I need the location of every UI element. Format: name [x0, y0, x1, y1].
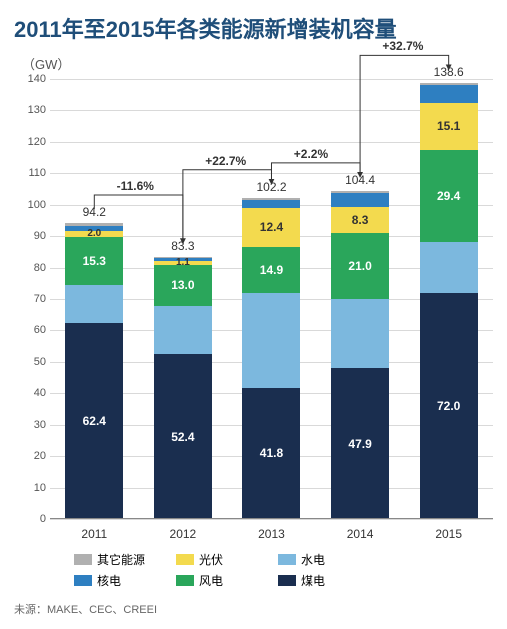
bar-segment-hydro: [331, 299, 389, 368]
bar-segment-nuclear: [242, 200, 300, 208]
x-tick-label: 2014: [331, 527, 389, 541]
bar-segment-coal: 47.9: [331, 368, 389, 519]
y-tick-label: 0: [16, 513, 46, 525]
growth-annotation: +22.7%: [205, 154, 246, 168]
bar-segment-hydro: [65, 285, 123, 323]
y-axis-label: （GW）: [22, 54, 493, 73]
growth-annotation: +32.7%: [382, 39, 423, 53]
y-tick-label: 80: [16, 262, 46, 274]
legend-swatch: [176, 575, 194, 586]
legend-item-hydro: 水电: [278, 551, 364, 568]
y-tick-label: 130: [16, 104, 46, 116]
bar-segment-hydro: [242, 293, 300, 387]
legend-swatch: [278, 575, 296, 586]
bar-segment-solar: 12.4: [242, 208, 300, 247]
bar-segment-wind: 15.3: [65, 237, 123, 285]
bar-segment-wind: 13.0: [154, 265, 212, 306]
bar-segment-coal: 52.4: [154, 354, 212, 519]
y-tick-label: 110: [16, 167, 46, 179]
legend-swatch: [176, 554, 194, 565]
legend-item-other: 其它能源: [74, 551, 160, 568]
y-tick-label: 100: [16, 199, 46, 211]
legend-item-coal: 煤电: [278, 572, 364, 589]
growth-annotation: +2.2%: [294, 147, 328, 161]
bar-segment-wind: 14.9: [242, 247, 300, 294]
y-tick-label: 10: [16, 482, 46, 494]
bar-total-label: 102.2: [256, 180, 286, 194]
x-tick-label: 2012: [154, 527, 212, 541]
gridline: [50, 519, 493, 520]
y-tick-label: 120: [16, 136, 46, 148]
legend-label: 光伏: [199, 551, 223, 568]
bar-total-label: 94.2: [83, 205, 106, 219]
y-tick-label: 60: [16, 324, 46, 336]
y-tick-label: 20: [16, 450, 46, 462]
legend-label: 其它能源: [97, 551, 145, 568]
x-tick-label: 2013: [242, 527, 300, 541]
legend-item-nuclear: 核电: [74, 572, 160, 589]
bar-segment-nuclear: [331, 193, 389, 207]
bar-column: 41.814.912.4102.2: [242, 198, 300, 519]
legend-label: 水电: [301, 551, 325, 568]
legend-item-solar: 光伏: [176, 551, 262, 568]
bar-column: 52.413.01.183.3: [154, 257, 212, 519]
bar-segment-nuclear: [420, 85, 478, 102]
y-tick-label: 40: [16, 387, 46, 399]
y-tick-label: 70: [16, 293, 46, 305]
legend-label: 核电: [97, 572, 121, 589]
bar-segment-solar: 15.1: [420, 103, 478, 150]
y-tick-label: 140: [16, 73, 46, 85]
bar-segment-hydro: [420, 242, 478, 292]
plot-area: 0102030405060708090100110120130140 62.41…: [14, 79, 493, 541]
bar-segment-coal: 62.4: [65, 323, 123, 519]
bar-total-label: 138.6: [434, 65, 464, 79]
legend-item-wind: 风电: [176, 572, 262, 589]
legend-label: 煤电: [301, 572, 325, 589]
bar-total-label: 104.4: [345, 173, 375, 187]
growth-annotation: -11.6%: [117, 179, 154, 193]
bar-segment-coal: 41.8: [242, 388, 300, 519]
y-tick-label: 30: [16, 419, 46, 431]
legend: 其它能源 光伏 水电核电 风电 煤电: [74, 551, 434, 589]
bar-segment-wind: 29.4: [420, 150, 478, 242]
bar-segment-solar: 8.3: [331, 207, 389, 233]
bar-column: 72.029.415.1138.6: [420, 83, 478, 519]
legend-swatch: [74, 575, 92, 586]
y-tick-label: 90: [16, 230, 46, 242]
source-text: 未源：MAKE、CEC、CREEI: [14, 601, 493, 617]
legend-swatch: [74, 554, 92, 565]
bar-segment-hydro: [154, 306, 212, 355]
y-tick-label: 50: [16, 356, 46, 368]
legend-label: 风电: [199, 572, 223, 589]
bar-segment-wind: 21.0: [331, 233, 389, 299]
bar-segment-coal: 72.0: [420, 293, 478, 519]
bar-total-label: 83.3: [171, 239, 194, 253]
x-tick-label: 2011: [65, 527, 123, 541]
bar-column: 62.415.32.094.2: [65, 223, 123, 519]
x-tick-label: 2015: [420, 527, 478, 541]
bar-column: 47.921.08.3104.4: [331, 191, 389, 519]
legend-swatch: [278, 554, 296, 565]
